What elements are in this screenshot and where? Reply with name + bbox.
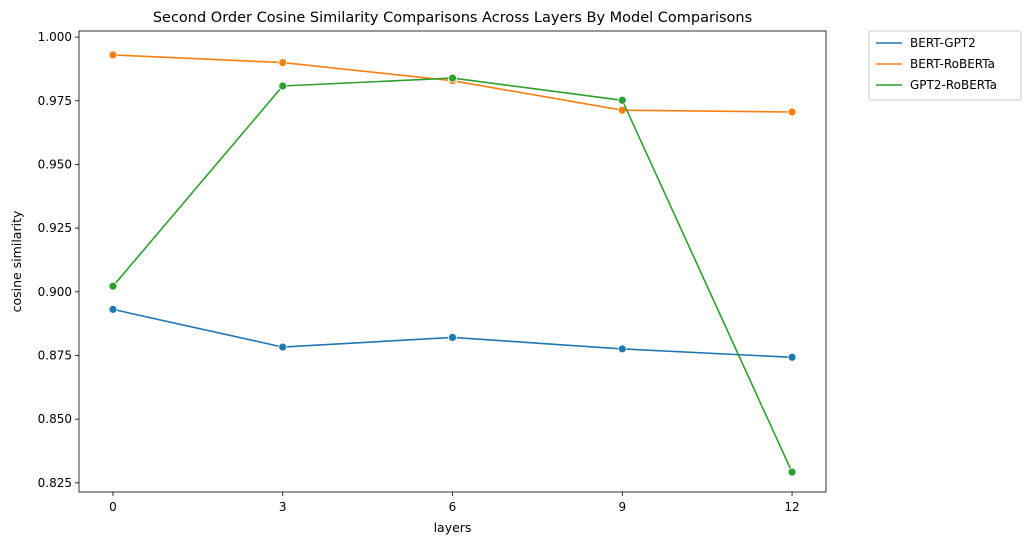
legend: BERT-GPT2 BERT-RoBERTa GPT2-RoBERTa	[868, 30, 1022, 101]
x-axis-label: layers	[434, 520, 472, 535]
series-gpt2-roberta	[108, 73, 797, 477]
x-tick-label: 9	[618, 500, 626, 514]
data-point-bert-gpt2	[787, 352, 797, 362]
data-point-bert-roberta	[787, 107, 797, 117]
x-axis-ticks: 0 3 6 9 12	[109, 492, 800, 514]
legend-box	[868, 30, 1022, 101]
data-point-bert-gpt2	[617, 344, 627, 354]
y-axis-label: cosine similarity	[9, 210, 24, 312]
data-point-gpt2-roberta	[617, 95, 627, 105]
legend-label-gpt2-roberta: GPT2-RoBERTa	[910, 78, 997, 92]
y-tick-label: 0.875	[38, 348, 72, 362]
plot-frame	[78, 30, 827, 493]
x-tick-label: 3	[279, 500, 287, 514]
y-axis-ticks: 0.825 0.850 0.875 0.900 0.925 0.950 0.975 1.000	[38, 30, 79, 490]
data-point-gpt2-roberta	[787, 467, 797, 477]
x-tick-label: 12	[784, 500, 799, 514]
y-tick-label: 1.000	[38, 30, 72, 44]
y-tick-label: 0.925	[38, 221, 72, 235]
series-bert-roberta	[108, 50, 797, 117]
data-point-gpt2-roberta	[448, 73, 457, 83]
y-tick-label: 0.950	[38, 157, 72, 171]
data-point-bert-roberta	[108, 50, 118, 60]
data-point-gpt2-roberta	[108, 281, 118, 291]
series-bert-gpt2	[108, 304, 797, 362]
data-point-bert-roberta	[278, 58, 288, 67]
chart-title: Second Order Cosine Similarity Compariso…	[153, 10, 752, 26]
x-tick-label: 0	[109, 500, 117, 514]
x-tick-label: 6	[449, 500, 457, 514]
y-tick-label: 0.900	[38, 285, 72, 299]
data-point-bert-gpt2	[108, 304, 118, 314]
y-tick-label: 0.850	[38, 412, 72, 426]
legend-label-bert-gpt2: BERT-GPT2	[910, 36, 976, 50]
legend-label-bert-roberta: BERT-RoBERTa	[910, 57, 995, 71]
y-tick-label: 0.825	[38, 476, 72, 490]
y-tick-label: 0.975	[38, 94, 72, 108]
data-point-gpt2-roberta	[278, 81, 288, 91]
series-line-gpt2-roberta	[112, 77, 793, 473]
data-point-bert-gpt2	[278, 342, 288, 352]
data-point-bert-gpt2	[448, 332, 457, 342]
plot-marks	[108, 50, 797, 477]
